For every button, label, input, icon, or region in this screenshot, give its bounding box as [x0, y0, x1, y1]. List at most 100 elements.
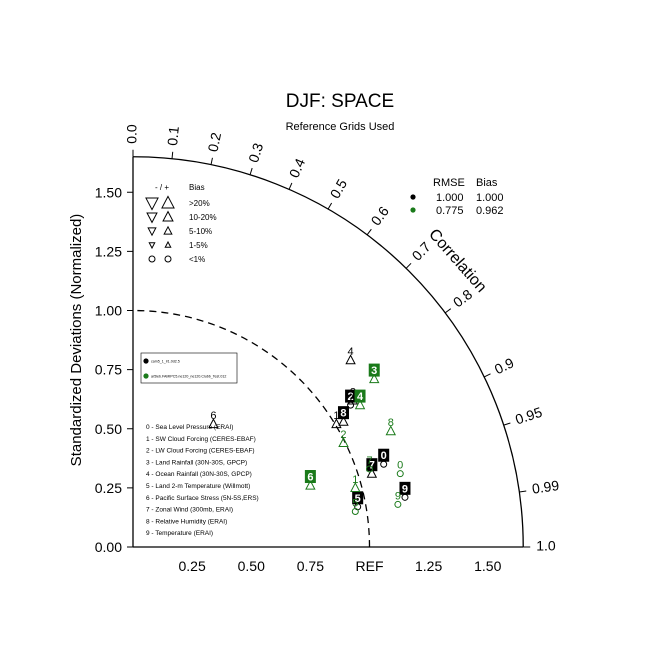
stats-row-rmse: 0.775: [436, 205, 464, 217]
bias-legend-circle-icon: [164, 255, 172, 263]
y-tick-label: 1.00: [95, 303, 122, 319]
x-tick-label: 1.50: [474, 558, 501, 574]
corr-tick-label: 0.6: [367, 203, 392, 228]
data-point-label-box: [352, 491, 364, 505]
variable-legend-item: 8 - Relative Humidity (ERAI): [146, 518, 227, 525]
data-point-circle: [351, 508, 359, 516]
x-tick-label: 0.75: [297, 558, 324, 574]
data-point-label: 4: [348, 346, 354, 358]
corr-tick: [171, 151, 174, 159]
corr-tick: [503, 422, 511, 426]
y-tick-label: 0.50: [95, 421, 122, 437]
case-legend-label: ar5leb.FAMIPC5.ne120_ne120.Clubb_Test.01…: [151, 375, 226, 379]
data-point-triangle: [208, 418, 219, 429]
data-point-label: 4: [357, 391, 364, 403]
bias-legend-row-label: 1-5%: [189, 241, 208, 250]
data-point-label-box: [399, 481, 411, 495]
corr-tick-label: 0.5: [327, 176, 351, 201]
corr-tick: [288, 182, 293, 190]
variable-legend-item: 9 - Temperature (ERAI): [146, 530, 213, 537]
data-point-triangle: [331, 418, 342, 429]
variable-legend-item: 3 - Land Rainfall (30N-30S, GPCP): [146, 459, 247, 466]
y-tick-label: 0.00: [95, 539, 122, 555]
correlation-axis-label: Correlation: [425, 226, 490, 296]
corr-tick-label: 0.9: [492, 354, 517, 377]
bias-legend-down-triangle-icon: [145, 197, 159, 211]
variable-legend-item: 6 - Pacific Surface Stress (5N-5S,ERS): [146, 495, 259, 502]
data-point-label: 2: [340, 429, 346, 441]
y-axis-label: Standardized Deviations (Normalized): [68, 214, 85, 467]
data-point-label: 3: [350, 386, 356, 398]
y-tick-label: 1.50: [95, 184, 122, 200]
variable-legend-item: 4 - Ocean Rainfall (30N-30S, GPCP): [146, 471, 252, 478]
reference-arc: [132, 309, 371, 548]
case-legend-dot-icon: [143, 358, 149, 364]
data-point-label: 8: [388, 417, 394, 429]
data-point-triangle: [369, 373, 380, 384]
chart-title: DJF: SPACE: [286, 91, 394, 112]
data-point-label-box: [378, 448, 390, 462]
bias-legend-up-triangle-icon: [163, 225, 173, 235]
data-point-triangle: [366, 467, 378, 478]
x-tick-label: 0.25: [179, 558, 206, 574]
corr-tick-label: 0.99: [531, 477, 560, 497]
corr-tick: [519, 490, 527, 493]
y-tick-label: 0.25: [95, 480, 122, 496]
correlation-arc: [132, 156, 524, 548]
corr-tick-label: 0.3: [245, 141, 266, 165]
data-point-circle: [396, 470, 404, 478]
corr-tick: [405, 262, 412, 269]
data-point-label: 5: [352, 498, 358, 510]
data-point-label-box: [345, 389, 357, 403]
data-point-label: 2: [348, 391, 354, 403]
corr-tick: [366, 228, 372, 236]
data-point-label: 6: [307, 472, 313, 484]
bias-legend-bias-header: Bias: [189, 183, 205, 192]
x-tick-label: 0.50: [238, 558, 265, 574]
data-point-label: 9: [402, 483, 408, 495]
data-point-label: 9: [395, 490, 401, 502]
corr-tick-label: 1.0: [536, 538, 556, 554]
variable-legend-item: 1 - SW Cloud Forcing (CERES-EBAF): [146, 436, 256, 443]
data-point-label: 0: [397, 460, 403, 472]
case-legend-dot-icon: [143, 373, 149, 379]
corr-tick-label: 0.1: [164, 125, 182, 146]
bias-legend-down-triangle-icon: [146, 212, 158, 224]
corr-tick: [210, 157, 213, 165]
bias-legend-up-triangle-icon: [164, 240, 172, 248]
data-point-triangle: [354, 399, 366, 410]
variable-legend-item: 7 - Zonal Wind (300mb, ERAI): [146, 507, 233, 514]
data-point-label-box: [337, 406, 349, 420]
data-point-label-box: [304, 470, 316, 484]
corr-tick: [249, 167, 253, 175]
case-legend-label: cam5_1_lr1.0d2.5: [151, 360, 180, 364]
data-point-label-box: [366, 458, 378, 472]
bias-legend-up-triangle-icon: [161, 195, 175, 209]
data-point-label: 8: [340, 408, 346, 420]
corr-tick-label: 0.2: [205, 131, 225, 153]
y-tick-label: 1.25: [95, 243, 122, 259]
corr-tick: [327, 202, 333, 210]
ref-label: REF: [356, 558, 384, 574]
bias-legend-down-triangle-icon: [147, 227, 157, 237]
stats-header-rmse: RMSE: [433, 177, 465, 189]
data-point-label: 1: [333, 410, 339, 422]
bias-legend-sign-header: - / +: [155, 183, 169, 192]
case-legend-box: [140, 352, 238, 384]
data-point-triangle: [305, 479, 316, 490]
stats-row-bias: 0.962: [476, 205, 504, 217]
bias-legend-row-label: >20%: [189, 199, 210, 208]
data-point-label: 1: [352, 474, 358, 486]
legends-layer: - / + Bias >20% 10-20% 5-10% 1-5% <1% RMSE Bias 1…: [140, 177, 504, 537]
corr-tick: [483, 373, 491, 378]
stats-row-rmse: 1.000: [436, 192, 464, 204]
corr-tick-label: 0.4: [286, 156, 309, 180]
x-tick-label: 1.25: [415, 558, 442, 574]
corr-tick-label: 0.0: [124, 124, 140, 144]
data-point-label: 0: [381, 450, 387, 462]
bias-legend-row-label: 10-20%: [189, 213, 217, 222]
data-point-label: 7: [366, 455, 372, 467]
